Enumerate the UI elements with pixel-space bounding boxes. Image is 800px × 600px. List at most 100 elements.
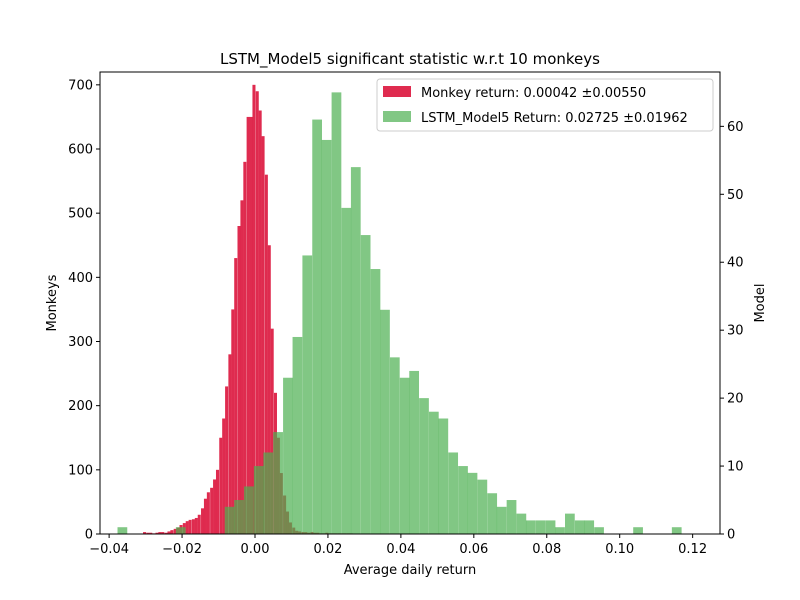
legend-label-monkey: Monkey return: 0.00042 ±0.00550 (421, 86, 646, 101)
y-tick-label: 400 (68, 271, 93, 286)
monkey-bar (146, 532, 150, 534)
model-bar (350, 167, 361, 534)
model-bar (302, 255, 313, 534)
model-bar (565, 513, 575, 534)
x-tick-label: 0.06 (459, 542, 488, 557)
model-bar (273, 432, 283, 534)
monkey-bar (240, 200, 244, 534)
model-bar (224, 506, 235, 534)
model-bar (584, 520, 595, 534)
x-axis-title: Average daily return (344, 563, 477, 578)
monkey-bar (234, 258, 238, 534)
model-bar (671, 527, 682, 534)
y2-axis-title: Model (753, 283, 768, 322)
monkey-bar (215, 469, 220, 534)
legend-swatch-model (383, 111, 411, 122)
model-bar (535, 520, 546, 534)
monkey-bar (206, 492, 210, 534)
chart-title: LSTM_Model5 significant statistic w.r.t … (220, 50, 600, 69)
monkey-bar (225, 386, 229, 534)
model-bar (244, 486, 254, 534)
monkey-bar (155, 532, 159, 534)
x-tick-label: 0.00 (241, 542, 270, 557)
model-bar (525, 520, 536, 534)
monkey-bar (164, 532, 168, 534)
y-tick-label: 600 (68, 143, 93, 158)
model-bar (419, 398, 429, 534)
model-bar (458, 466, 468, 534)
model-bar (360, 235, 371, 534)
y-tick-label: 500 (68, 207, 93, 222)
legend-box (376, 78, 714, 132)
model-bar (234, 500, 244, 534)
y2-tick-label: 50 (727, 188, 744, 203)
monkey-bar (267, 245, 271, 534)
monkey-bar (252, 84, 256, 534)
monkey-bar (228, 354, 232, 534)
model-bar (263, 452, 274, 534)
model-bar (370, 269, 381, 534)
monkey-bar (270, 328, 274, 534)
monkey-bar (167, 531, 171, 534)
monkey-bar (255, 91, 259, 534)
monkey-bar (158, 532, 162, 534)
x-tick-label: 0.10 (605, 542, 634, 557)
model-bar (389, 357, 400, 534)
model-bar (496, 506, 507, 534)
x-tick-label: 0.08 (532, 542, 561, 557)
model-bar (292, 336, 303, 534)
y-tick-label: 100 (68, 463, 93, 478)
model-bar (438, 418, 449, 534)
y-tick-label: 0 (85, 528, 93, 543)
model-bar (283, 377, 293, 534)
monkey-bars (143, 84, 353, 535)
monkey-bar (264, 174, 268, 535)
model-bar (253, 466, 264, 534)
legend: Monkey return: 0.00042 ±0.00550 LSTM_Mod… (376, 78, 714, 132)
x-tick-label: 0.02 (313, 542, 342, 557)
legend-label-model: LSTM_Model5 Return: 0.02725 ±0.01962 (421, 111, 688, 126)
y2-tick-label: 40 (727, 256, 744, 271)
model-bar (175, 527, 186, 534)
y-axis-title: Monkeys (45, 274, 60, 331)
plot-frame (99, 71, 721, 535)
x-tick-label: 0.04 (386, 542, 415, 557)
y-tick-label: 700 (68, 78, 93, 93)
y2-tick-label: 10 (727, 460, 744, 475)
y-tick-label: 200 (68, 399, 93, 414)
x-tick-label: −0.02 (162, 542, 202, 557)
model-bar (574, 520, 585, 534)
model-bar (506, 500, 517, 534)
model-bar (448, 452, 459, 534)
monkey-bar (237, 226, 241, 534)
monkey-bar (143, 532, 147, 534)
model-bar (312, 119, 322, 534)
monkey-bar (219, 437, 223, 534)
monkey-bar (185, 521, 189, 534)
monkey-bar (203, 498, 207, 534)
monkey-bar (173, 528, 177, 534)
legend-swatch-monkey (383, 86, 411, 97)
monkey-bar (201, 508, 205, 534)
y2-tick-label: 30 (727, 324, 744, 339)
model-bar (545, 520, 556, 534)
y2-tick-label: 20 (727, 392, 744, 407)
model-bar (341, 207, 352, 534)
model-bar (428, 411, 439, 534)
monkey-bar (188, 519, 192, 534)
monkey-bar (194, 517, 198, 534)
model-bar (399, 377, 410, 534)
monkey-bar (149, 532, 153, 534)
y2-tick-label: 0 (727, 528, 735, 543)
monkey-bar (258, 110, 262, 534)
x-axis-ticks: −0.04 −0.02 0.00 0.02 0.04 0.06 0.08 0.10 0.12 (89, 534, 707, 557)
monkey-bar (191, 519, 195, 534)
model-bar (117, 527, 128, 534)
y2-tick-label: 60 (727, 120, 744, 135)
model-bar (555, 527, 565, 534)
model-bars (117, 92, 682, 534)
x-tick-label: −0.04 (89, 542, 129, 557)
y-axis-ticks: 0 100 200 300 400 500 600 700 (68, 78, 100, 543)
model-bar (487, 493, 498, 534)
